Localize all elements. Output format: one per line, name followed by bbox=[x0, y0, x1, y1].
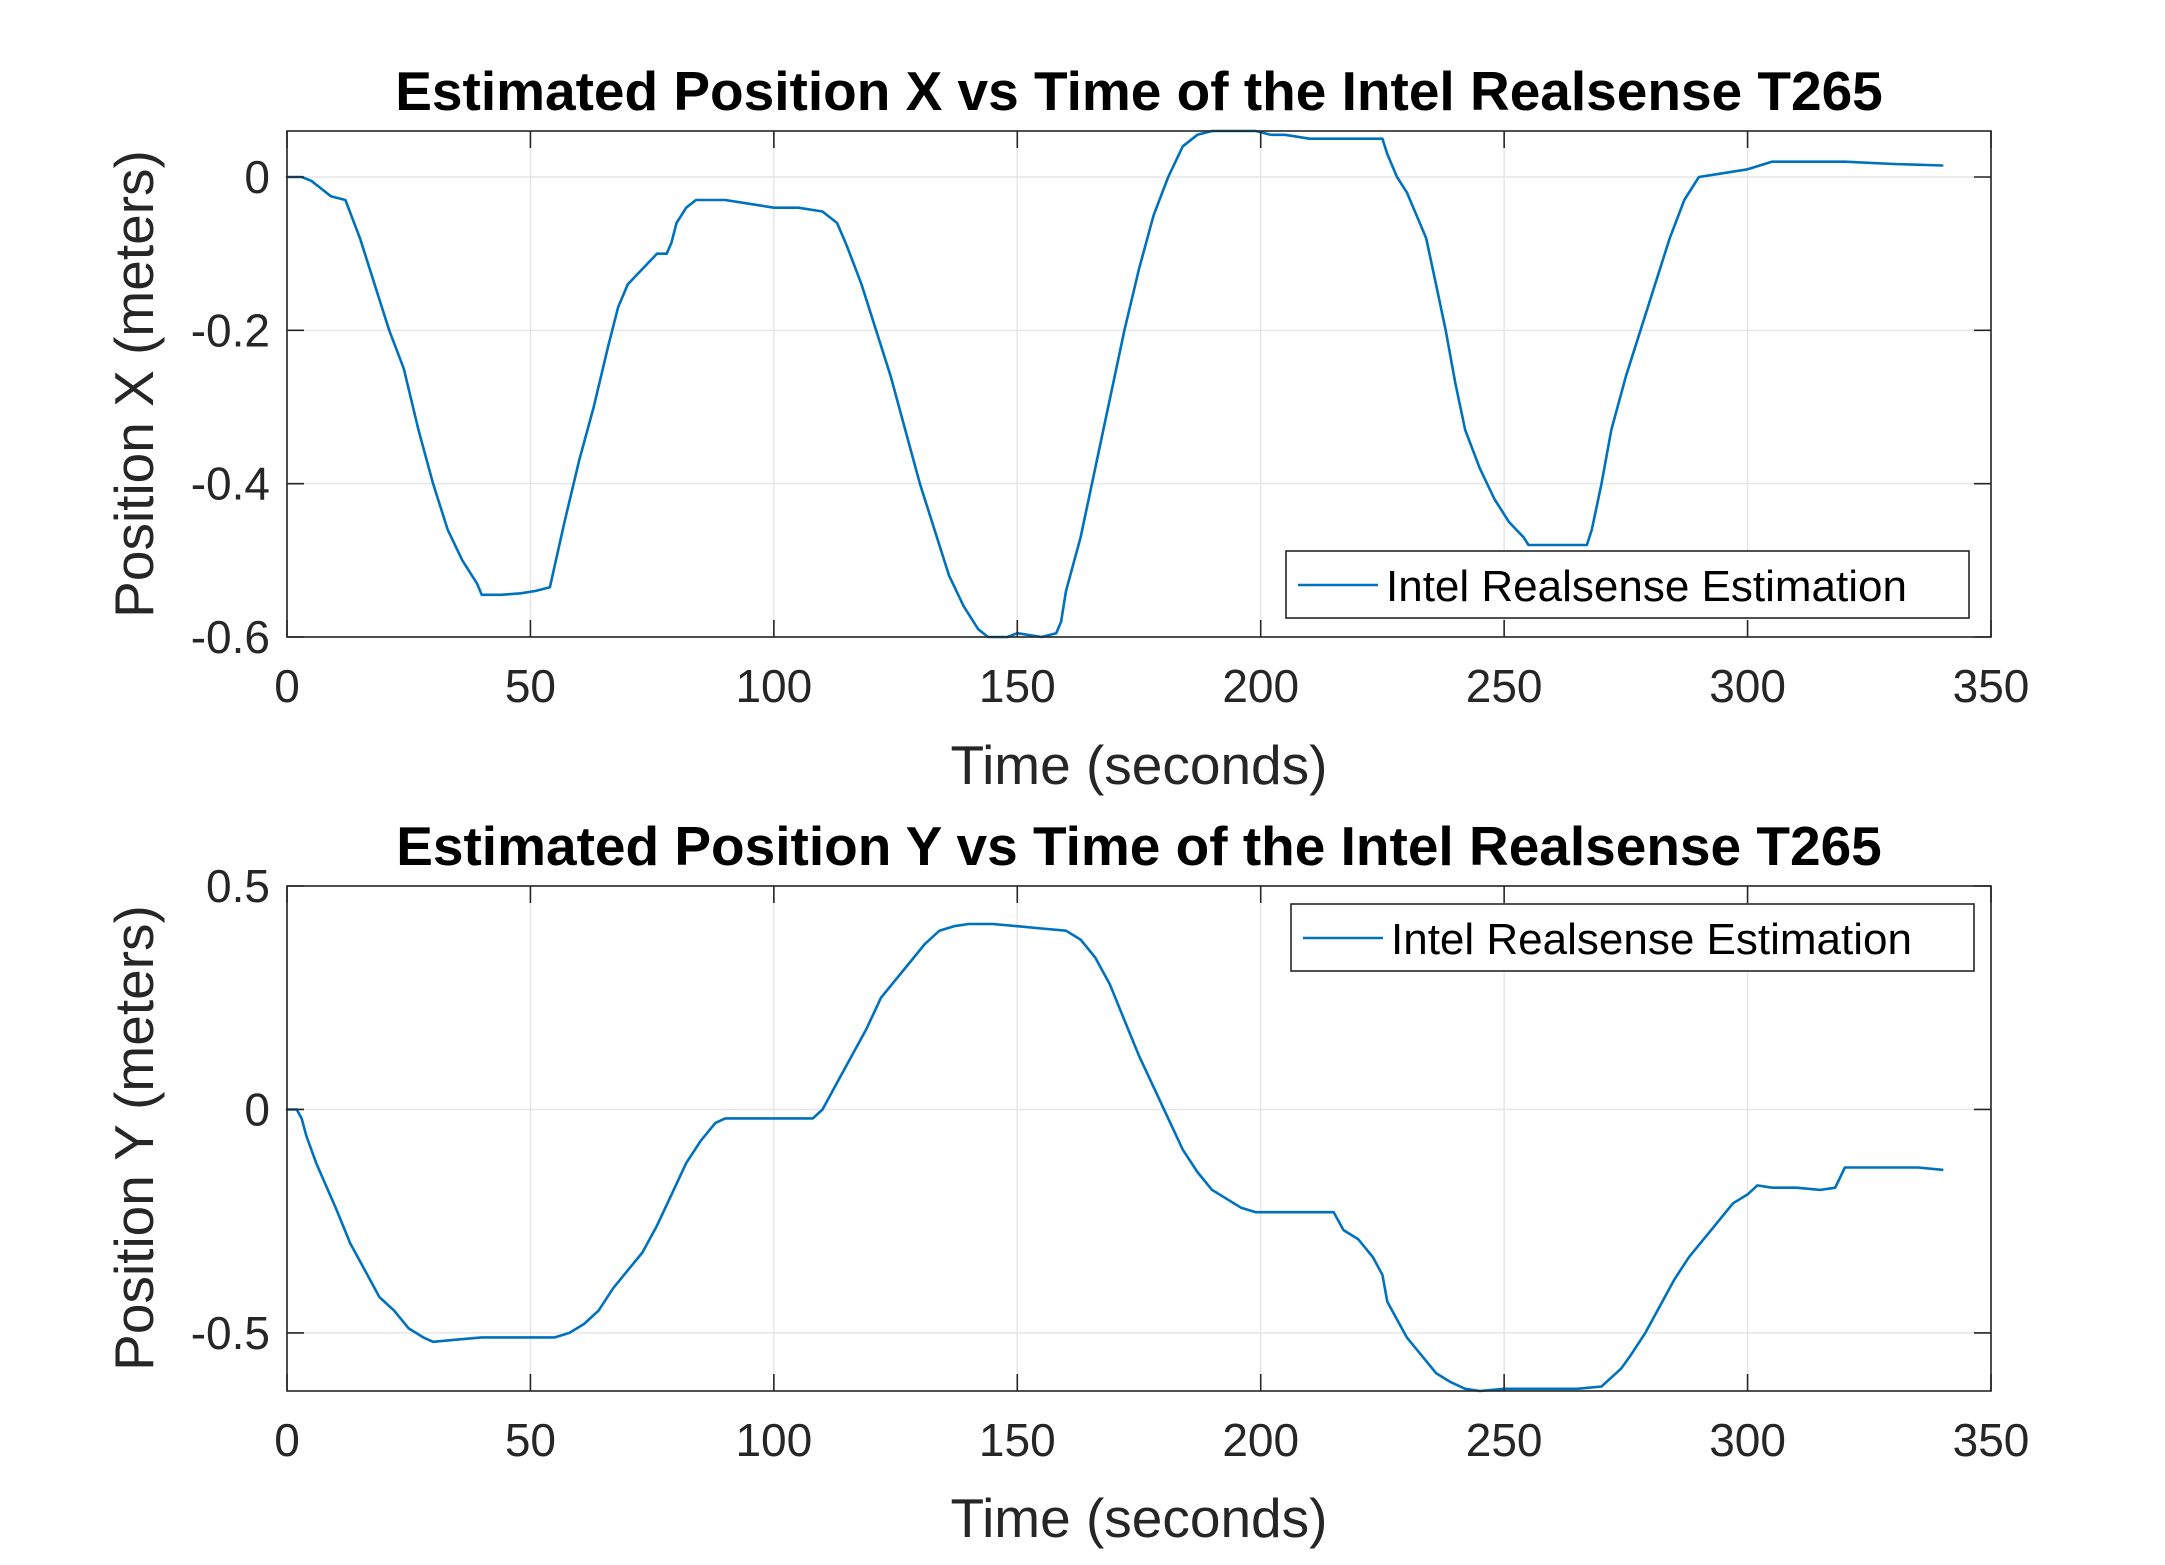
x-tick-label: 50 bbox=[505, 660, 556, 712]
series-line-intel-realsense-estimation bbox=[285, 129, 1944, 639]
subplot-position-y-series bbox=[285, 922, 1944, 1393]
y-axis-label: Position Y (meters) bbox=[103, 905, 165, 1371]
legend-label: Intel Realsense Estimation bbox=[1391, 915, 1912, 964]
y-tick-label: -0.4 bbox=[191, 458, 270, 510]
x-tick-label: 100 bbox=[735, 1414, 812, 1466]
legend: Intel Realsense Estimation bbox=[1290, 903, 1975, 972]
x-tick-label: 250 bbox=[1466, 1414, 1543, 1466]
subplot-position-y: 0 50 100 150 200 250 300 350 0.5 0 -0.5 Estimated … bbox=[103, 815, 2029, 1549]
x-tick-label: 250 bbox=[1466, 660, 1543, 712]
y-tick-label: 0 bbox=[244, 1083, 270, 1135]
subplot-position-y-ticks: 0 50 100 150 200 250 300 350 0.5 0 -0.5 bbox=[191, 860, 2030, 1466]
x-tick-label: 50 bbox=[505, 1414, 556, 1466]
x-tick-label: 100 bbox=[735, 660, 812, 712]
subplot-position-x-axes-box bbox=[286, 130, 1992, 638]
legend: Intel Realsense Estimation bbox=[1285, 550, 1970, 619]
legend-box bbox=[1285, 550, 1970, 619]
y-tick-label: 0.5 bbox=[206, 860, 270, 912]
chart-title: Estimated Position Y vs Time of the Inte… bbox=[396, 815, 1882, 877]
series-line-intel-realsense-estimation bbox=[285, 922, 1944, 1393]
y-axis-label: Position X (meters) bbox=[103, 150, 165, 618]
subplot-position-x-series bbox=[285, 129, 1944, 639]
x-axis-label: Time (seconds) bbox=[951, 1487, 1328, 1549]
x-tick-label: 350 bbox=[1953, 1414, 2030, 1466]
x-axis-label: Time (seconds) bbox=[951, 734, 1328, 796]
subplot-position-y-axes-box bbox=[286, 885, 1992, 1392]
x-tick-label: 350 bbox=[1953, 660, 2030, 712]
subplot-position-x-ticks: 0 50 100 150 200 250 300 350 0 -0.2 -0.4 -0.6 bbox=[191, 131, 2030, 712]
y-tick-label: -0.2 bbox=[191, 304, 270, 356]
x-tick-label: 300 bbox=[1709, 1414, 1786, 1466]
x-tick-label: 300 bbox=[1709, 660, 1786, 712]
x-tick-label: 0 bbox=[274, 1414, 300, 1466]
x-tick-label: 150 bbox=[979, 660, 1056, 712]
subplot-position-x: 0 50 100 150 200 250 300 350 0 -0.2 -0.4 -0.6 Estim… bbox=[103, 60, 2029, 796]
x-tick-label: 0 bbox=[274, 660, 300, 712]
x-tick-label: 200 bbox=[1222, 660, 1299, 712]
legend-box bbox=[1290, 903, 1975, 972]
x-tick-label: 200 bbox=[1222, 1414, 1299, 1466]
legend-label: Intel Realsense Estimation bbox=[1386, 562, 1907, 611]
y-tick-label: 0 bbox=[244, 151, 270, 203]
y-tick-label: -0.5 bbox=[191, 1307, 270, 1359]
x-tick-label: 150 bbox=[979, 1414, 1056, 1466]
chart-title: Estimated Position X vs Time of the Inte… bbox=[395, 60, 1883, 122]
y-tick-label: -0.6 bbox=[191, 611, 270, 663]
